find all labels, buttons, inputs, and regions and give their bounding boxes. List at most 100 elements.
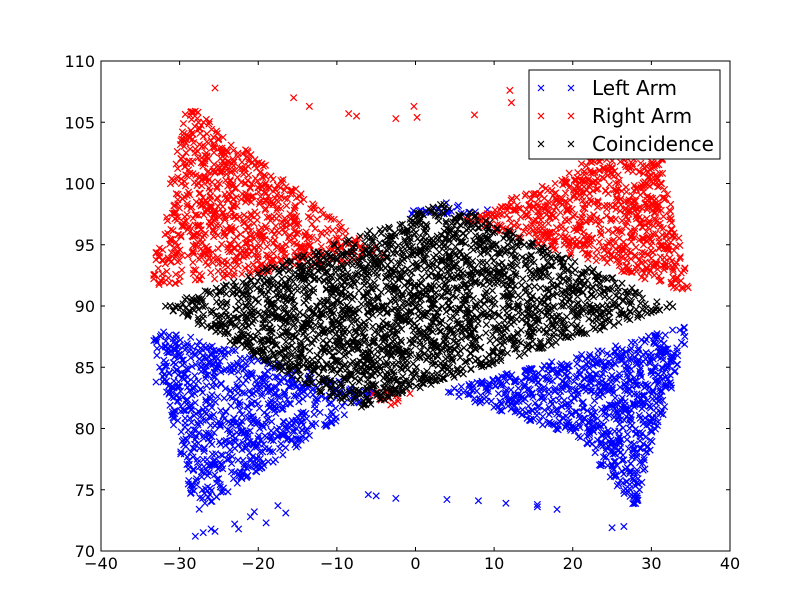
data-point: [231, 444, 239, 453]
data-point: [206, 490, 214, 499]
data-point: [659, 396, 667, 405]
outlier-point: [274, 502, 282, 510]
data-point: [631, 338, 639, 346]
data-point: [551, 421, 559, 429]
outlier-point: [152, 378, 160, 386]
data-point: [444, 388, 453, 396]
data-point: [183, 460, 191, 469]
data-point: [626, 354, 634, 362]
data-point: [631, 400, 639, 408]
data-point: [190, 425, 198, 434]
data-point: [285, 382, 293, 391]
data-point: [317, 206, 325, 214]
data-point: [649, 367, 657, 375]
data-point: [290, 427, 299, 436]
data-point: [553, 410, 561, 418]
data-point: [504, 402, 512, 410]
data-point: [601, 439, 610, 447]
data-point: [557, 383, 565, 391]
data-point: [649, 414, 657, 422]
data-point: [666, 379, 674, 387]
data-point: [636, 444, 644, 453]
data-point: [573, 372, 581, 380]
data-point: [302, 427, 310, 435]
data-point: [546, 408, 555, 416]
data-point: [165, 331, 173, 339]
data-point: [207, 497, 215, 505]
data-point: [630, 374, 639, 382]
data-point: [629, 477, 638, 485]
data-point: [217, 451, 225, 459]
data-point: [228, 346, 236, 355]
data-point: [219, 451, 227, 460]
data-point: [234, 456, 242, 464]
data-point: [261, 444, 269, 453]
data-point: [178, 251, 186, 259]
data-point: [194, 407, 202, 415]
data-point: [234, 367, 242, 376]
data-point: [230, 437, 238, 445]
data-point: [563, 371, 572, 380]
data-point: [552, 368, 561, 377]
data-point: [669, 352, 677, 360]
data-point: [167, 393, 176, 401]
data-point: [616, 476, 624, 485]
data-point: [212, 381, 220, 390]
data-point: [503, 369, 511, 378]
data-point: [245, 387, 254, 395]
data-point: [623, 463, 632, 472]
data-point: [626, 419, 634, 427]
data-point: [280, 389, 289, 397]
outlier-point: [533, 503, 541, 511]
data-point: [284, 434, 292, 443]
data-point: [208, 450, 216, 458]
data-point: [653, 353, 662, 361]
data-point: [322, 421, 331, 429]
data-point: [527, 415, 535, 423]
data-point: [613, 482, 621, 490]
data-point: [244, 462, 253, 471]
data-point: [521, 366, 529, 375]
data-point: [659, 355, 667, 364]
data-point: [643, 421, 651, 430]
data-point: [216, 483, 224, 491]
data-point: [650, 332, 658, 340]
data-point: [657, 364, 666, 372]
outlier-point: [191, 532, 199, 540]
data-point: [540, 386, 548, 394]
data-point: [174, 371, 182, 379]
data-point: [189, 453, 197, 461]
data-point: [200, 463, 208, 471]
data-point: [238, 270, 246, 278]
data-point: [263, 367, 272, 375]
outlier-point: [392, 494, 400, 502]
data-point: [258, 374, 266, 383]
data-point: [228, 432, 236, 440]
data-point: [156, 363, 164, 371]
data-point: [170, 415, 178, 423]
data-point: [502, 386, 510, 394]
data-point: [277, 377, 285, 386]
data-point: [163, 213, 171, 221]
data-point: [575, 355, 584, 363]
data-point: [253, 455, 261, 463]
data-point: [340, 411, 348, 419]
data-point: [236, 398, 244, 406]
data-point: [237, 362, 246, 370]
data-point: [645, 411, 653, 419]
data-point: [173, 391, 181, 399]
data-point: [216, 480, 224, 489]
data-point: [261, 370, 269, 378]
data-point: [585, 438, 594, 446]
data-point: [533, 403, 542, 411]
data-point: [282, 424, 290, 433]
data-point: [211, 471, 219, 479]
data-point: [578, 364, 586, 372]
data-point: [552, 406, 560, 414]
data-point: [210, 429, 218, 437]
data-point: [245, 370, 253, 378]
data-point: [656, 373, 664, 381]
data-point: [185, 387, 193, 395]
data-point: [607, 447, 615, 455]
data-point: [578, 350, 586, 359]
